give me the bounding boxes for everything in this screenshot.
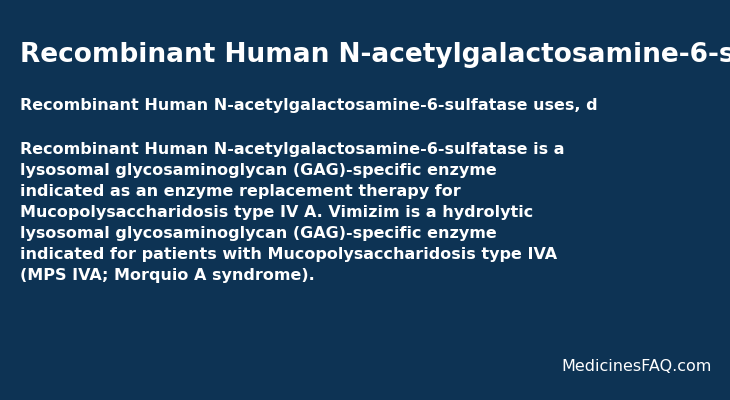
Text: MedicinesFAQ.com: MedicinesFAQ.com	[561, 359, 712, 374]
Text: Recombinant Human N-acetylgalactosamine-6-sulfatase uses, d: Recombinant Human N-acetylgalactosamine-…	[20, 98, 597, 113]
Text: Recombinant Human N-acetylgalactosamine-6-sulfatase is a
lysosomal glycosaminogl: Recombinant Human N-acetylgalactosamine-…	[20, 142, 564, 283]
Text: Recombinant Human N-acetylgalactosamine-6-s: Recombinant Human N-acetylgalactosamine-…	[20, 42, 730, 68]
